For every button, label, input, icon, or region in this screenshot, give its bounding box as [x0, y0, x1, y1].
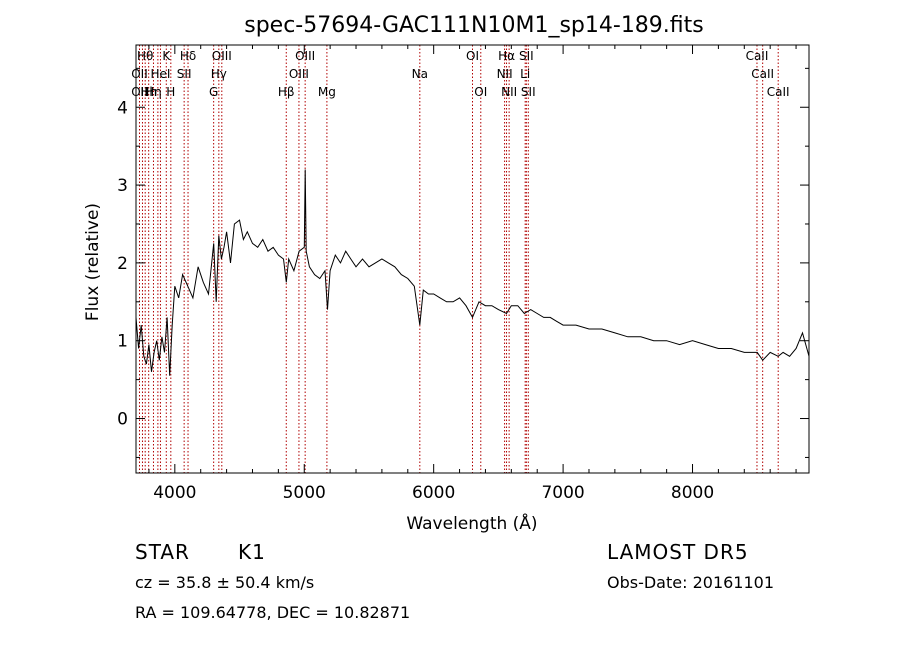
- spectral-line-label: Hη: [145, 85, 162, 99]
- x-tick-label: 4000: [153, 483, 196, 503]
- spectral-line-label: HeI: [150, 67, 170, 81]
- spectral-line-markers: [138, 45, 779, 473]
- y-tick-label: 3: [117, 176, 128, 196]
- spectrum-line: [135, 169, 810, 376]
- spectral-line-label: Hγ: [211, 67, 227, 81]
- spectral-line-label: SII: [521, 85, 536, 99]
- object-class: STAR: [135, 540, 190, 564]
- spectral-line-label: SII: [177, 67, 192, 81]
- obs-date: Obs-Date: 20161101: [607, 573, 775, 592]
- spectral-line-label: H: [166, 85, 175, 99]
- spectral-line-label: OIII: [295, 49, 315, 63]
- x-tick-label: 6000: [412, 483, 455, 503]
- spectral-line-label: OI: [474, 85, 487, 99]
- spectral-line-label: OI: [466, 49, 479, 63]
- spectral-line-label: NII: [497, 67, 513, 81]
- chart-title: spec-57694-GAC111N10M1_sp14-189.fits: [244, 13, 704, 38]
- spectral-line-label: Li: [520, 67, 530, 81]
- spectral-line-label: CaII: [767, 85, 790, 99]
- spectral-line-label: OIII: [289, 67, 309, 81]
- spectral-line-label: SII: [519, 49, 534, 63]
- object-subclass: K1: [238, 540, 266, 564]
- survey-name: LAMOST DR5: [607, 540, 749, 564]
- spectral-line-label: G: [209, 85, 218, 99]
- spectral-line-label: NII: [501, 85, 517, 99]
- spectral-line-label: Na: [412, 67, 428, 81]
- y-tick-label: 2: [117, 254, 128, 274]
- x-tick-label: 8000: [671, 483, 714, 503]
- redshift-readout: cz = 35.8 ± 50.4 km/s: [135, 573, 315, 592]
- spectral-line-label: OII: [131, 67, 148, 81]
- y-tick-label: 1: [117, 332, 128, 352]
- axis-ticks: 4000 5000 6000 7000 8000 0 1 2 3 4: [117, 45, 809, 503]
- coordinates: RA = 109.64778, DEC = 10.82871: [135, 603, 411, 622]
- spectral-line-label: Hθ: [137, 49, 153, 63]
- plot-frame: [135, 44, 810, 474]
- x-tick-label: 7000: [541, 483, 584, 503]
- y-axis-label: Flux (relative): [83, 203, 103, 321]
- spectral-line-labels: OIIOIIHθHhHηHeIKHSIIHδGHγOIIIHβOIIIOIIIM…: [131, 49, 789, 99]
- x-axis-label: Wavelength (Å): [406, 512, 537, 534]
- y-tick-label: 0: [117, 410, 128, 430]
- y-tick-label: 4: [117, 98, 128, 118]
- x-tick-label: 5000: [283, 483, 326, 503]
- spectral-line-label: Hβ: [278, 85, 295, 99]
- spectral-line-label: OIII: [212, 49, 232, 63]
- spectral-line-label: K: [162, 49, 171, 63]
- spectral-line-label: Hh: [140, 85, 157, 99]
- spectral-line-label: Hα: [498, 49, 515, 63]
- spectral-line-label: Mg: [318, 85, 336, 99]
- spectral-line-label: CaII: [746, 49, 769, 63]
- spectral-line-label: Hδ: [180, 49, 196, 63]
- spectral-line-label: OII: [131, 85, 148, 99]
- spectral-line-label: CaII: [751, 67, 774, 81]
- spectrum-chart: spec-57694-GAC111N10M1_sp14-189.fits OII…: [83, 13, 810, 534]
